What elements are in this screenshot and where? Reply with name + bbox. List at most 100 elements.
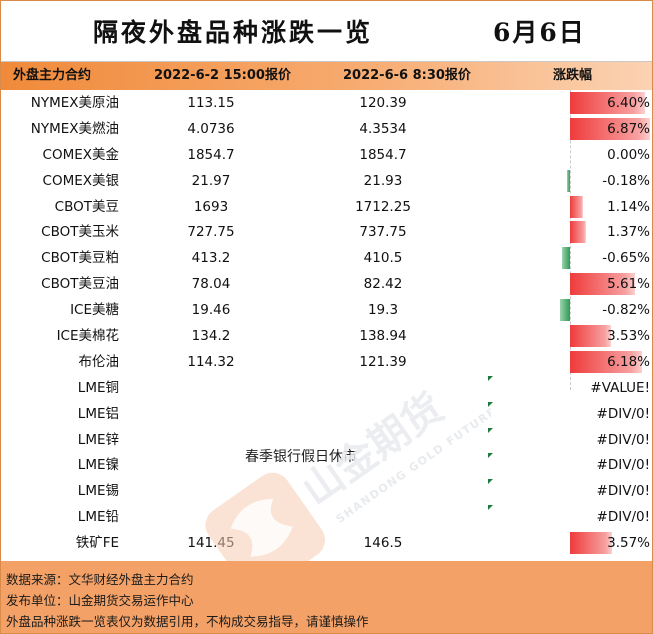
change-value: 5.61% xyxy=(607,276,650,293)
contract-name: NYMEX美燃油 xyxy=(30,120,119,137)
price-0606: 138.94 xyxy=(359,328,407,345)
change-value: #DIV/0! xyxy=(596,509,650,526)
price-0606: 410.5 xyxy=(363,250,403,267)
change-value: #DIV/0! xyxy=(596,405,650,422)
table-row: LME铝 #DIV/0! xyxy=(1,401,652,427)
change-cell: #DIV/0! xyxy=(570,427,652,453)
change-value: -0.65% xyxy=(602,250,650,267)
footer-disclaimer: 外盘品种涨跌一览表仅为数据引用，不构成交易指导，请谨慎操作 xyxy=(6,614,369,629)
change-cell: -0.82% xyxy=(560,297,652,323)
contract-name: LME镍 xyxy=(77,457,119,474)
column-header-change: 涨跌幅 xyxy=(553,68,593,83)
contract-name: CBOT美玉米 xyxy=(41,224,119,241)
change-cell: 3.53% xyxy=(570,323,652,349)
table-row: ICE美糖 19.46 19.3 -0.82% xyxy=(1,297,652,323)
change-bar-up xyxy=(570,350,642,373)
holiday-note: 春季银行假日休市 xyxy=(245,449,357,465)
price-0606: 1854.7 xyxy=(359,146,407,163)
contract-name: ICE美糖 xyxy=(70,302,119,319)
change-value: 0.00% xyxy=(607,146,650,163)
change-cell: 3.57% xyxy=(570,530,652,556)
contract-name: LME铅 xyxy=(77,509,119,526)
error-indicator-icon xyxy=(488,479,493,485)
change-value: 6.87% xyxy=(607,120,650,137)
change-cell: -0.65% xyxy=(562,245,652,271)
column-header-contract: 外盘主力合约 xyxy=(13,68,92,83)
change-bar-up xyxy=(570,195,583,218)
change-cell: 6.18% xyxy=(570,349,652,375)
change-bar-up xyxy=(570,117,650,140)
error-indicator-icon xyxy=(488,401,493,407)
change-value: #VALUE! xyxy=(590,379,650,396)
change-cell: #DIV/0! xyxy=(570,452,652,478)
price-0602: 113.15 xyxy=(187,95,235,111)
price-0602: 4.0736 xyxy=(187,120,235,137)
table-row: 布伦油 114.32 121.39 6.18% xyxy=(1,349,652,375)
price-0602: 413.2 xyxy=(191,250,231,267)
price-0602: 141.45 xyxy=(187,535,235,552)
table-row: NYMEX美燃油 4.0736 4.3534 6.87% xyxy=(1,116,652,142)
change-bar-up xyxy=(570,325,611,348)
change-bar-up xyxy=(570,221,586,244)
price-0602: 21.97 xyxy=(191,172,231,189)
price-0602: 727.75 xyxy=(187,224,235,241)
table-row: CBOT美玉米 727.75 737.75 1.37% xyxy=(1,219,652,245)
price-0606: 737.75 xyxy=(359,224,407,241)
table-row: CBOT美豆粕 413.2 410.5 -0.65% xyxy=(1,245,652,271)
price-0606: 120.39 xyxy=(359,95,407,111)
change-value: 3.57% xyxy=(607,535,650,552)
title-bar: 隔夜外盘品种涨跌一览 6月6日 xyxy=(1,1,652,62)
price-0606: 146.5 xyxy=(363,535,403,552)
change-cell: 1.37% xyxy=(570,219,652,245)
change-value: 3.53% xyxy=(607,328,650,345)
table-row: COMEX美银 21.97 21.93 -0.18% xyxy=(1,168,652,194)
price-0602: 1693 xyxy=(193,198,229,215)
error-indicator-icon xyxy=(488,427,493,433)
contract-name: COMEX美银 xyxy=(42,172,119,189)
change-value: 1.14% xyxy=(607,198,650,215)
change-value: #DIV/0! xyxy=(596,483,650,500)
table-row: CBOT美豆 1693 1712.25 1.14% xyxy=(1,194,652,220)
change-cell: 6.87% xyxy=(570,116,652,142)
error-indicator-icon xyxy=(488,505,493,511)
column-header-price-0602: 2022-6-2 15:00报价 xyxy=(154,68,291,83)
change-value: -0.82% xyxy=(602,302,650,319)
table-row: CBOT美豆油 78.04 82.42 5.61% xyxy=(1,271,652,297)
change-value: #DIV/0! xyxy=(596,431,650,448)
sheet-title: 隔夜外盘品种涨跌一览 xyxy=(93,18,374,47)
change-cell: 1.14% xyxy=(570,194,652,220)
change-value: 1.37% xyxy=(607,224,650,241)
change-cell: 0.00% xyxy=(570,142,652,168)
price-0602: 134.2 xyxy=(191,328,231,345)
contract-name: LME铝 xyxy=(77,405,119,422)
contract-name: ICE美棉花 xyxy=(56,328,119,345)
table-row: NYMEX美原油 113.15 120.39 6.40% xyxy=(1,90,652,116)
change-bar-up xyxy=(570,92,645,114)
table-row: LME镍 #DIV/0! xyxy=(1,452,652,478)
table-row: LME锌 #DIV/0! xyxy=(1,427,652,453)
contract-name: CBOT美豆 xyxy=(54,198,119,215)
column-header-price-0606: 2022-6-6 8:30报价 xyxy=(343,68,471,83)
change-cell: -0.18% xyxy=(567,168,652,194)
change-bar-down xyxy=(562,247,570,270)
contract-name: CBOT美豆粕 xyxy=(41,250,119,267)
footer-source: 数据来源：文华财经外盘主力合约 xyxy=(6,572,194,587)
error-indicator-icon xyxy=(488,453,493,459)
price-0602: 114.32 xyxy=(187,353,235,370)
change-value: 6.18% xyxy=(607,353,650,370)
table-row: LME铜 #VALUE! xyxy=(1,375,652,401)
price-0606: 121.39 xyxy=(359,353,407,370)
contract-name: CBOT美豆油 xyxy=(41,276,119,293)
price-0606: 4.3534 xyxy=(359,120,407,137)
change-cell: #VALUE! xyxy=(570,375,652,401)
change-cell: #DIV/0! xyxy=(570,504,652,530)
contract-name: LME锡 xyxy=(77,483,119,500)
change-bar-down xyxy=(560,299,570,322)
contract-name: COMEX美金 xyxy=(42,146,119,163)
table-row: LME锡 #DIV/0! xyxy=(1,478,652,504)
contract-name: 布伦油 xyxy=(78,353,120,370)
contract-name: NYMEX美原油 xyxy=(30,95,119,111)
change-bar-down xyxy=(567,169,570,192)
table-header: 外盘主力合约 2022-6-2 15:00报价 2022-6-6 8:30报价 … xyxy=(1,62,652,90)
